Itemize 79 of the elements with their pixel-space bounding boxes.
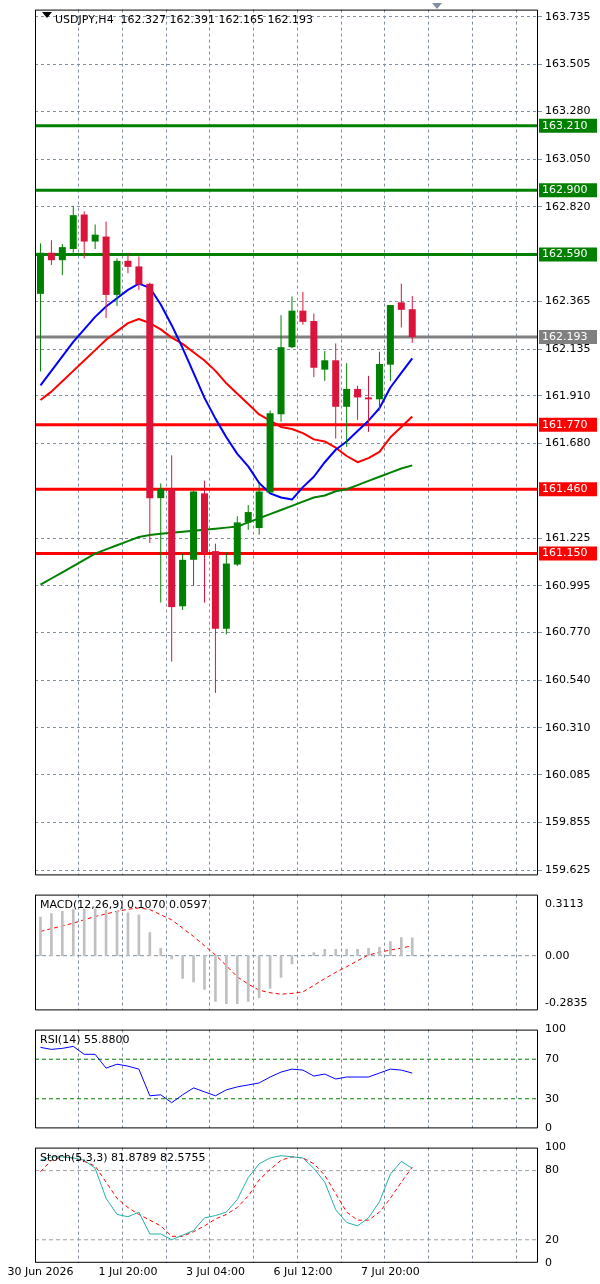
- y-tick-label: 161.910: [545, 388, 591, 402]
- bar: [148, 932, 152, 956]
- chart-title: MACD(12,26,9) 0.1070 0.0597: [40, 897, 208, 911]
- candlestick: [321, 350, 329, 382]
- bar: [181, 955, 184, 979]
- bar: [399, 937, 403, 956]
- ref-line-label: 161.460: [542, 482, 588, 496]
- bar: [246, 955, 250, 1002]
- y-tick-label: 0.00: [545, 948, 570, 962]
- x-tick-label: 1 Jul 20:00: [98, 1265, 158, 1279]
- y-tick-label: 160.085: [545, 767, 591, 781]
- y-tick-label: 80: [545, 1163, 559, 1177]
- candlestick: [397, 283, 405, 328]
- bar: [192, 955, 195, 983]
- bar: [225, 955, 228, 1005]
- bar: [159, 948, 163, 956]
- bar: [170, 955, 174, 960]
- ref-line-label: 163.210: [542, 118, 588, 132]
- y-tick-label: 0: [545, 1255, 552, 1269]
- y-tick-label: 159.855: [545, 815, 591, 829]
- y-tick-label: 162.820: [545, 199, 591, 213]
- y-tick-label: 100: [545, 1022, 566, 1036]
- y-tick-label: -0.2835: [545, 995, 588, 1009]
- candlestick: [343, 362, 351, 448]
- x-tick-label: 7 Jul 20:00: [360, 1265, 420, 1279]
- bar: [367, 948, 370, 956]
- y-tick-label: 0.3113: [545, 896, 584, 910]
- bar: [356, 949, 359, 956]
- y-tick-label: 162.365: [545, 294, 591, 308]
- bar: [345, 949, 348, 956]
- y-tick-label: 161.225: [545, 530, 591, 544]
- x-tick-label: 3 Jul 04:00: [185, 1265, 245, 1279]
- y-tick-label: 163.505: [545, 57, 591, 71]
- bar: [334, 949, 338, 956]
- ref-line-label: 162.900: [542, 183, 588, 197]
- y-tick-label: 162.135: [545, 341, 591, 355]
- y-tick-label: 163.050: [545, 151, 591, 165]
- candlestick: [244, 504, 252, 531]
- ref-line-label: 161.770: [542, 417, 588, 431]
- candlestick: [47, 239, 55, 266]
- bar: [235, 955, 239, 1005]
- y-tick-label: 30: [545, 1091, 559, 1105]
- y-tick-label: 0: [545, 1121, 552, 1135]
- y-tick-label: 100: [545, 1140, 566, 1154]
- bar: [214, 955, 217, 1002]
- bar: [61, 910, 64, 956]
- y-tick-label: 160.310: [545, 720, 591, 734]
- candlestick: [354, 385, 362, 421]
- bar: [50, 913, 53, 956]
- chart-title: Stoch(5,3,3) 81.8789 82.5755: [40, 1150, 206, 1164]
- bar: [203, 955, 206, 990]
- bar: [323, 949, 327, 956]
- y-tick-label: 70: [545, 1052, 559, 1066]
- x-tick-label: 6 Jul 12:00: [273, 1265, 333, 1279]
- chart-title: RSI(14) 55.8800: [40, 1032, 130, 1046]
- y-tick-label: 160.770: [545, 625, 591, 639]
- bar: [389, 941, 392, 956]
- y-tick-label: 160.540: [545, 673, 591, 687]
- bar: [82, 908, 86, 956]
- ref-line-label: 162.590: [542, 247, 588, 261]
- candlestick: [135, 255, 143, 291]
- x-tick-label: 30 Jun 2026: [7, 1265, 74, 1279]
- ref-line-label: 161.150: [542, 546, 588, 560]
- candlestick: [365, 375, 373, 433]
- ref-line-label: 162.193: [542, 329, 588, 343]
- y-tick-label: 160.995: [545, 578, 591, 592]
- candlestick: [299, 291, 307, 326]
- y-tick-label: 161.680: [545, 436, 591, 450]
- candlestick: [91, 223, 99, 250]
- bar: [39, 916, 42, 956]
- chart-title: USDJPY,H4 162.327 162.391 162.165 162.193: [55, 12, 314, 26]
- y-tick-label: 163.280: [545, 104, 591, 118]
- candlestick: [124, 252, 132, 274]
- bar: [410, 937, 414, 956]
- y-tick-label: 163.735: [545, 9, 591, 23]
- y-tick-label: 20: [545, 1232, 559, 1246]
- y-tick-label: 159.625: [545, 863, 591, 877]
- bar: [71, 909, 75, 956]
- bar: [378, 947, 381, 956]
